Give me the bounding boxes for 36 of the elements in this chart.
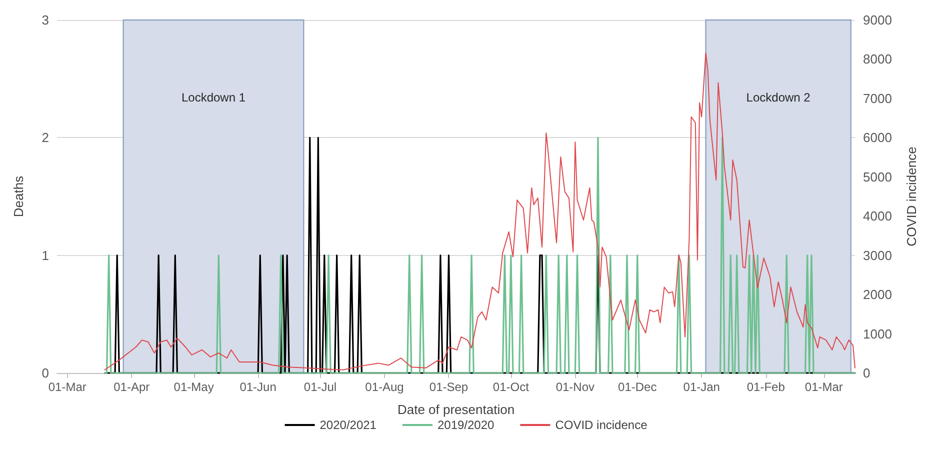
x-tick-label: 01-Jan — [683, 380, 720, 394]
x-tick-label: 01-Sep — [429, 380, 468, 394]
x-tick-label: 01-Aug — [365, 380, 404, 394]
x-tick-label: 01-Feb — [746, 380, 786, 394]
x-tick-label: 01-Apr — [114, 380, 150, 394]
y-tick-label: 2 — [42, 130, 49, 146]
y2-tick-label: 4000 — [863, 208, 892, 224]
y2-tick-label: 6000 — [863, 130, 892, 146]
y2-tick-label: 2000 — [863, 287, 892, 302]
legend-label: 2020/2021 — [320, 418, 377, 432]
x-tick-label: 01-Jun — [240, 380, 276, 394]
legend-label: COVID incidence — [555, 418, 648, 432]
x-tick-label: 01-Dec — [618, 380, 657, 394]
y-tick-label: 3 — [42, 12, 49, 28]
band-label: Lockdown 2 — [746, 90, 811, 104]
x-axis-title: Date of presentation — [397, 402, 515, 417]
x-tick-label: 01-Nov — [556, 380, 595, 394]
y2-tick-label: 3000 — [863, 248, 892, 263]
band-label: Lockdown 1 — [181, 90, 246, 104]
y2-tick-label: 9000 — [863, 12, 892, 28]
legend-label: 2019/2020 — [437, 418, 495, 432]
x-tick-label: 01-Mar — [804, 380, 843, 394]
x-tick-label: 01-Mar — [48, 380, 86, 394]
y2-axis-title: COVID incidence — [904, 146, 919, 246]
y2-tick-label: 8000 — [863, 52, 892, 67]
y-axis-title: Deaths — [11, 175, 26, 218]
y2-tick-label: 1000 — [863, 326, 892, 342]
line-series — [104, 52, 856, 370]
y2-tick-label: 5000 — [863, 169, 892, 184]
x-tick-label: 01-Jul — [304, 380, 337, 394]
x-tick-label: 01-Oct — [492, 380, 530, 394]
x-tick-label: 01-May — [174, 380, 214, 394]
y-tick-label: 0 — [42, 366, 49, 380]
y-tick-label: 1 — [42, 248, 49, 263]
y2-tick-label: 0 — [863, 366, 870, 380]
y2-tick-label: 7000 — [863, 90, 892, 106]
